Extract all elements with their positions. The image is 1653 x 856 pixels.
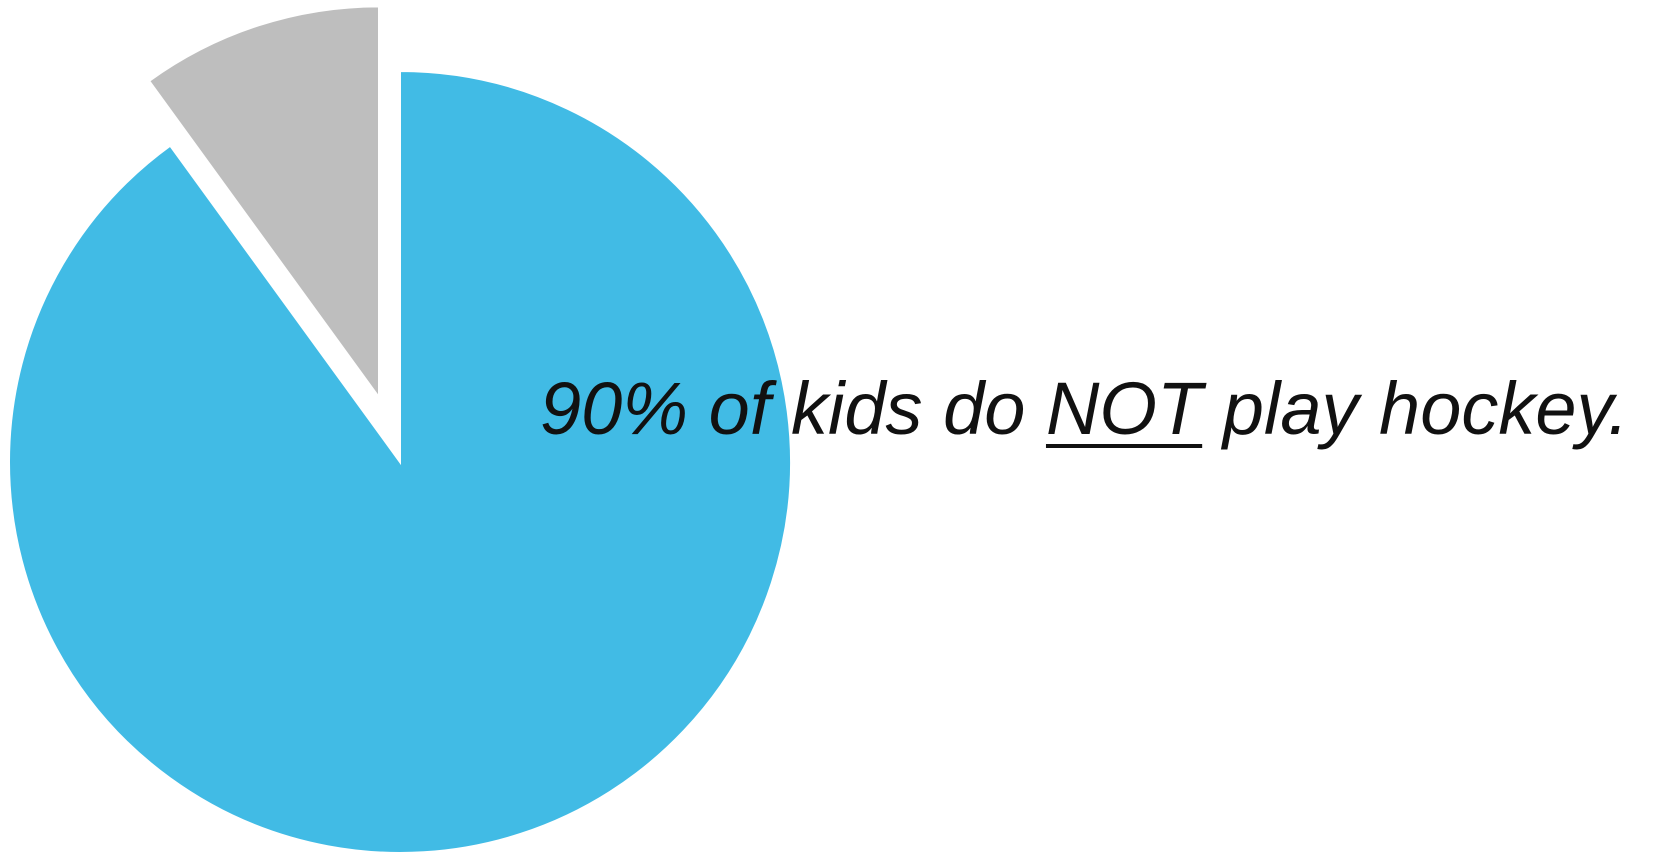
caption-emphasis: NOT <box>1045 367 1203 450</box>
caption-after: play hockey. <box>1202 367 1629 450</box>
chart-caption: 90% of kids do NOT play hockey. <box>540 372 1629 446</box>
pie-slice-1 <box>147 5 380 401</box>
pie-slice-0 <box>8 69 792 854</box>
caption-before: 90% of kids do <box>540 367 1046 450</box>
